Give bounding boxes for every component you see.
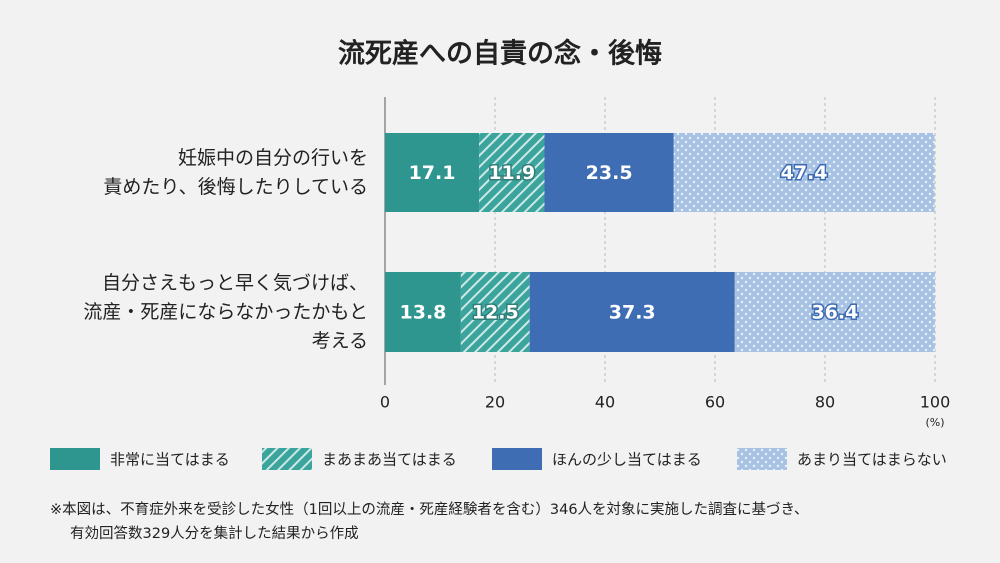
- value-label: 12.5: [472, 302, 519, 324]
- x-unit: (%): [925, 416, 944, 429]
- footnote: ※本図は、不育症外来を受診した女性（1回以上の流産・死産経験者を含む）346人を…: [50, 502, 809, 518]
- legend-swatch: [262, 448, 312, 470]
- x-tick-label: 100: [920, 393, 951, 412]
- legend-label: ほんの少し当てはまる: [552, 451, 702, 469]
- value-label: 11.9: [488, 162, 535, 184]
- bar-segment: [544, 133, 674, 212]
- bar-segment: [529, 272, 735, 352]
- x-tick-label: 80: [815, 393, 835, 412]
- value-label: 23.5: [586, 162, 633, 184]
- value-label: 17.1: [409, 162, 456, 184]
- bar-segment: [673, 133, 935, 212]
- chart-title: 流死産への自責の念・後悔: [338, 38, 662, 70]
- x-tick-label: 40: [595, 393, 615, 412]
- x-tick-label: 0: [380, 393, 390, 412]
- legend-swatch: [492, 448, 542, 470]
- footnote: 有効回答数329人分を集計した結果から作成: [70, 526, 359, 542]
- bar-segment: [385, 133, 480, 212]
- legend-swatch: [50, 448, 100, 470]
- bar-segment: [460, 272, 530, 352]
- category-label: 妊娠中の自分の行いを 責めたり、後悔したりしている: [103, 146, 368, 198]
- x-tick-label: 20: [485, 393, 505, 412]
- legend-label: あまり当てはまらない: [797, 451, 947, 469]
- category-label: 自分さえもっと早く気づけば、 流産・死産にならなかったかもと 考える: [83, 271, 368, 352]
- legend-label: まあまあ当てはまる: [322, 451, 457, 469]
- bar-segment: [385, 272, 461, 352]
- x-tick-label: 60: [705, 393, 725, 412]
- legend-swatch: [737, 448, 787, 470]
- value-label: 36.4: [811, 302, 858, 324]
- bar-segment: [734, 272, 935, 352]
- value-label: 37.3: [609, 302, 656, 324]
- value-label: 13.8: [400, 302, 447, 324]
- legend-label: 非常に当てはまる: [110, 451, 230, 469]
- value-label: 47.4: [781, 162, 828, 184]
- bar-segment: [479, 133, 545, 212]
